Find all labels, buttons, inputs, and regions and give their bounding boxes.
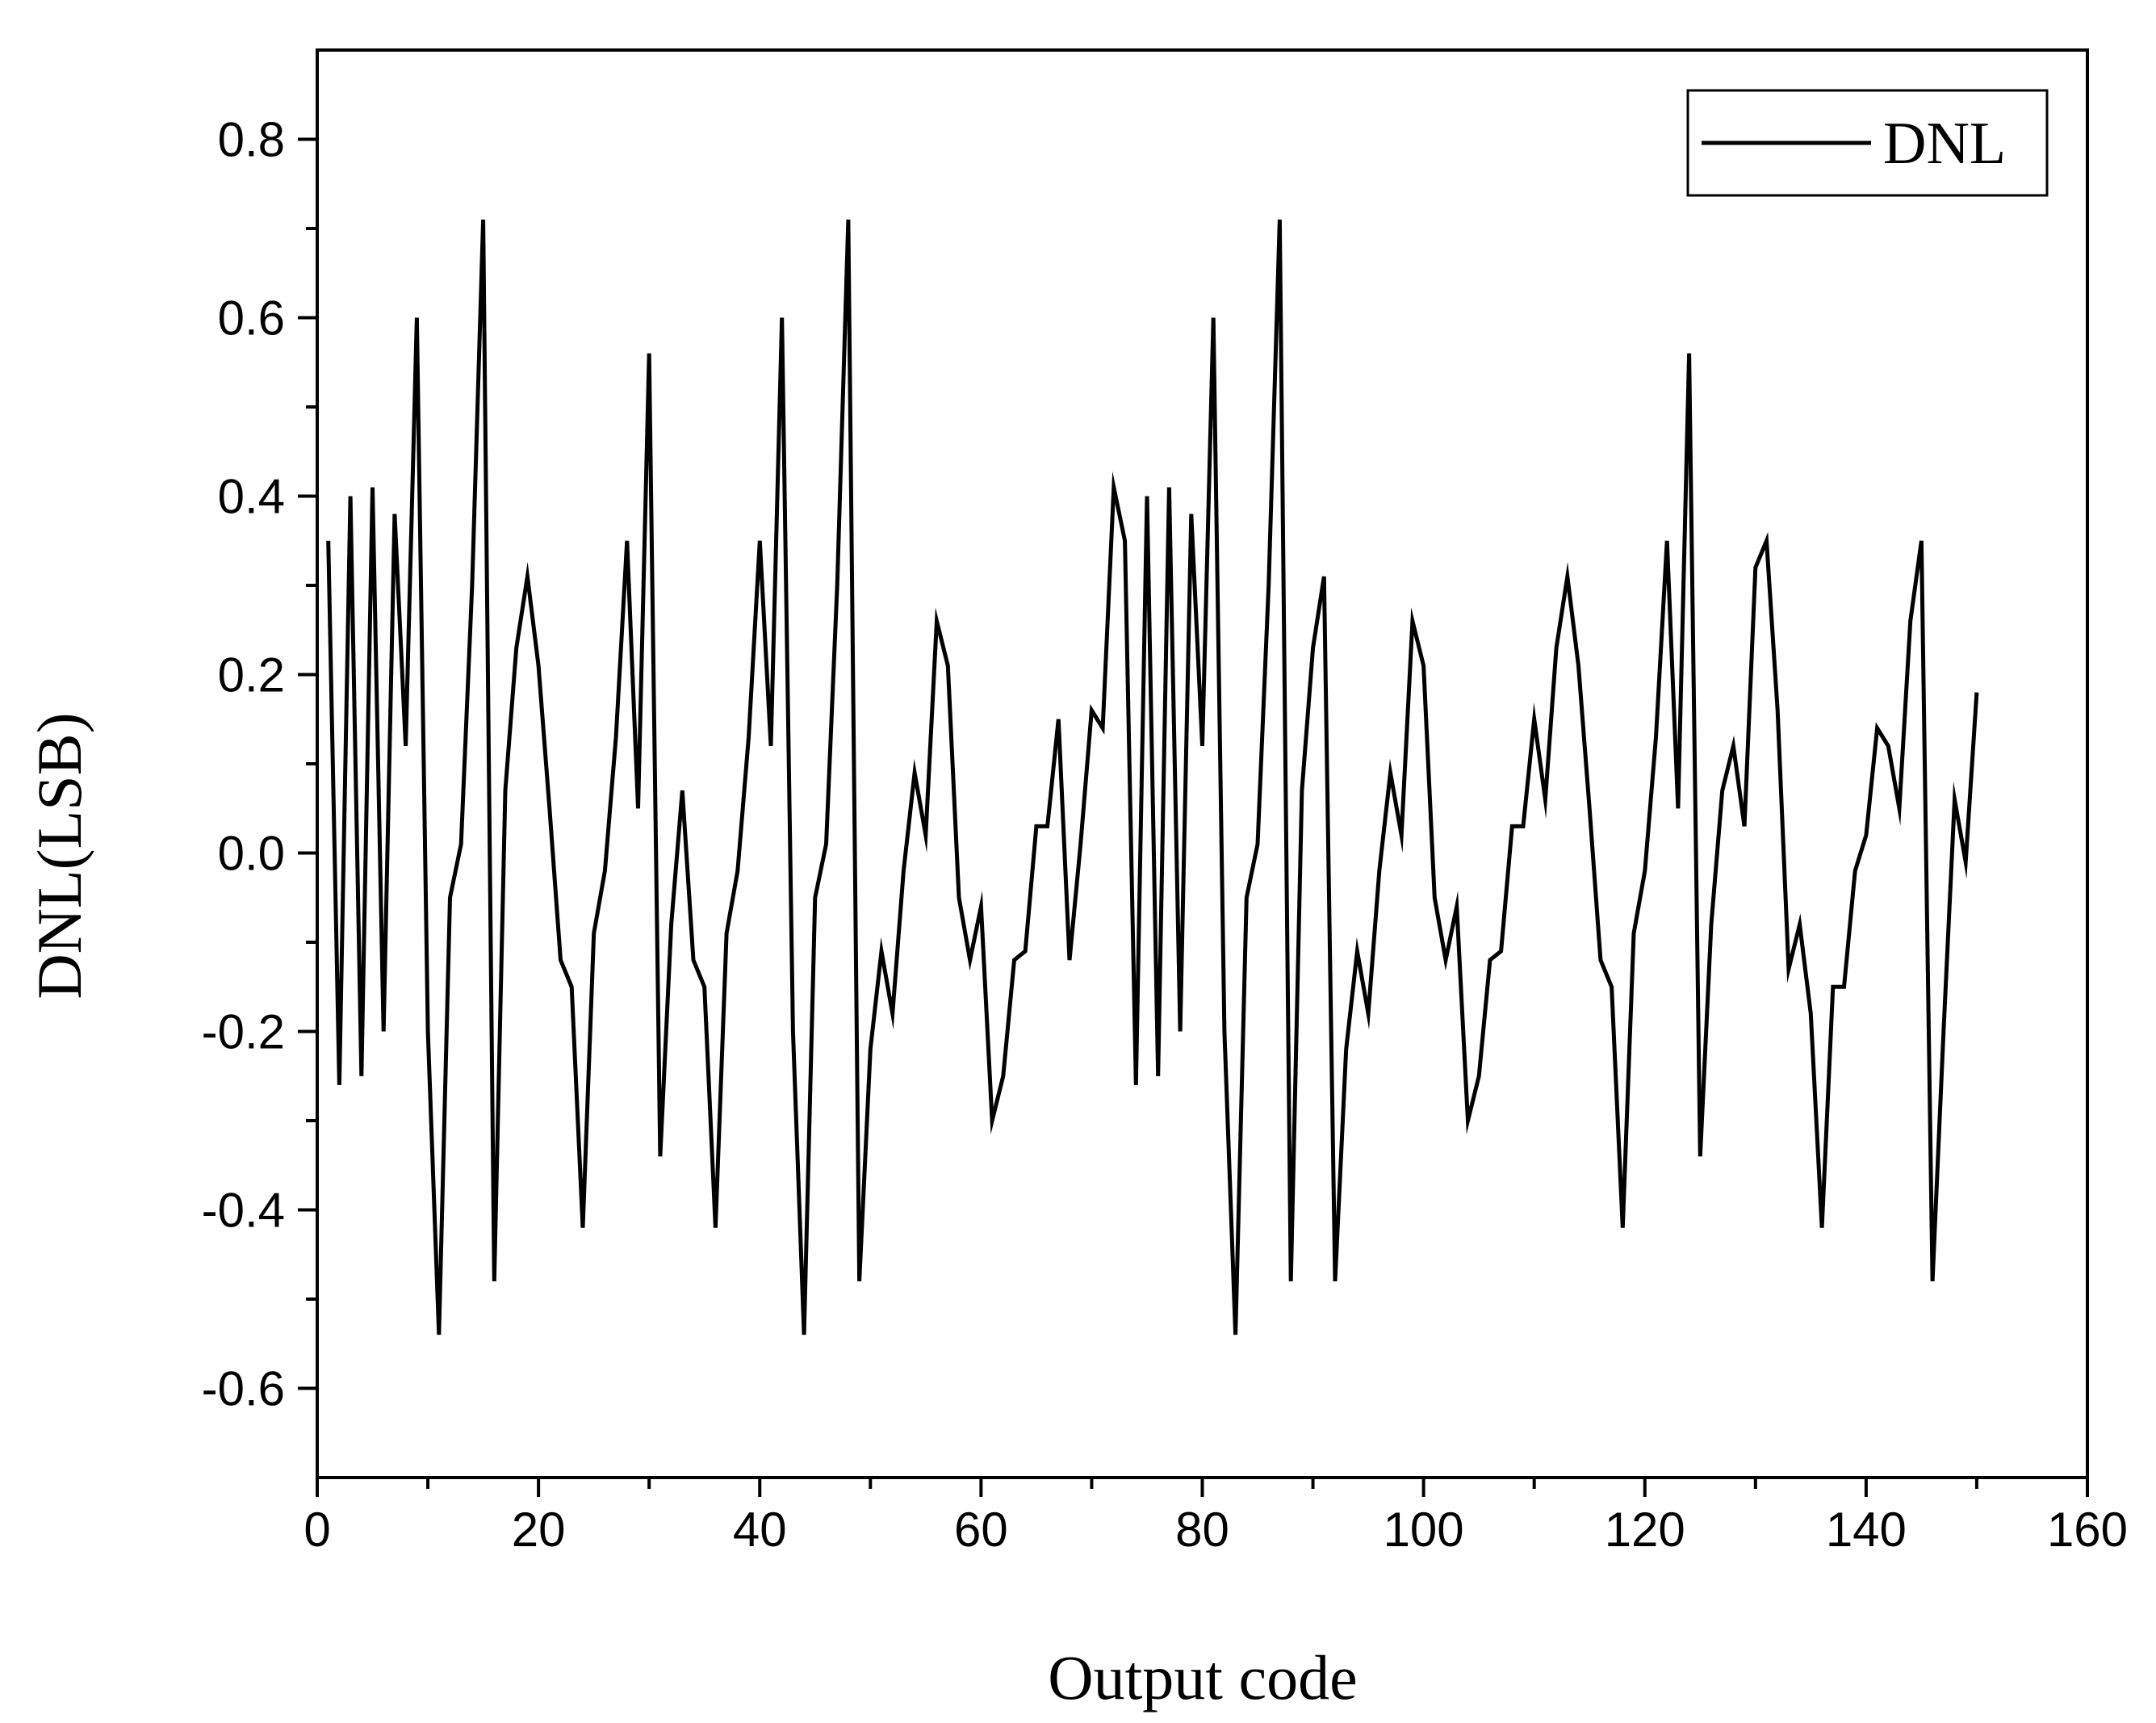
x-tick-label: 140 [1826, 1503, 1907, 1557]
x-axis-tick-labels: 0 20 40 60 80 100 120 140 160 [304, 1503, 2128, 1557]
y-tick-label: -0.2 [202, 1005, 285, 1059]
y-axis-ticks [298, 137, 317, 1390]
y-tick-label: 0.6 [218, 291, 285, 346]
x-tick-label: 20 [512, 1503, 566, 1557]
x-tick-label: 40 [733, 1503, 787, 1557]
series-line-dnl [326, 219, 1979, 1335]
y-tick-label: 0.8 [218, 113, 285, 167]
legend-label-dnl: DNL [1883, 111, 2006, 177]
x-tick-label: 160 [2047, 1503, 2128, 1557]
plot-frame [316, 48, 2089, 1479]
x-axis-title: Output code [1048, 1642, 1357, 1713]
y-tick-label: 0.2 [218, 648, 285, 702]
x-tick-label: 60 [954, 1503, 1008, 1557]
y-axis-title: DNL(LSB) [24, 712, 94, 999]
x-tick-label: 100 [1384, 1503, 1464, 1557]
legend: DNL [1686, 89, 2049, 197]
y-tick-label: -0.6 [202, 1362, 285, 1416]
y-tick-label: 0.0 [218, 827, 285, 881]
x-tick-label: 80 [1175, 1503, 1229, 1557]
y-tick-label: -0.4 [202, 1184, 285, 1238]
x-tick-label: 0 [304, 1503, 330, 1557]
y-axis-tick-labels: -0.6 -0.4 -0.2 0.0 0.2 0.4 0.6 0.8 [202, 113, 285, 1416]
x-tick-label: 120 [1605, 1503, 1685, 1557]
x-axis-ticks [316, 1478, 2089, 1497]
y-tick-label: 0.4 [218, 470, 285, 524]
